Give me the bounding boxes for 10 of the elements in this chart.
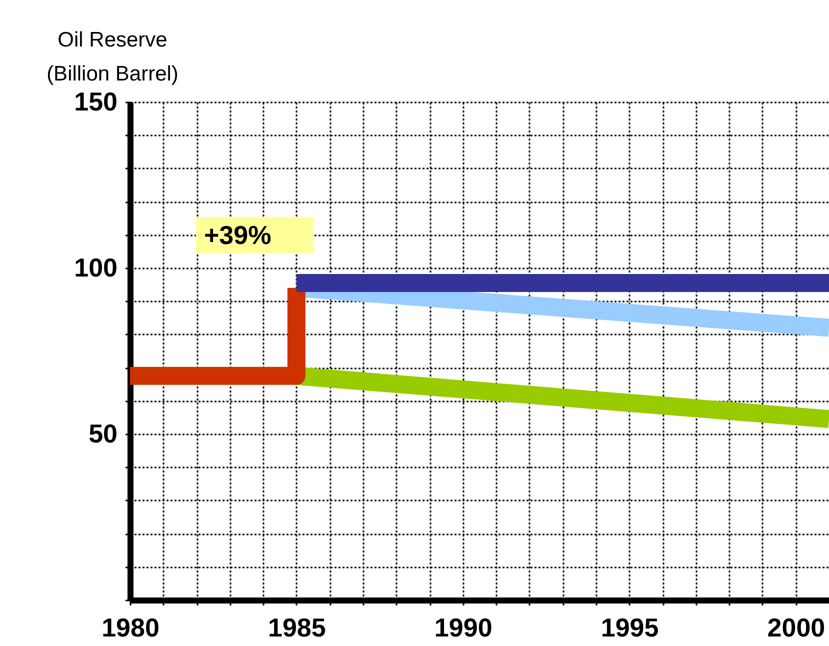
x-tick-label: 1995 <box>600 612 659 642</box>
x-tick-label: 1990 <box>434 612 492 642</box>
y-tick-label: 150 <box>74 86 118 116</box>
y-tick-label: 100 <box>74 252 118 282</box>
x-tick-label: 2000 <box>767 612 826 642</box>
x-tick-label: 1985 <box>268 612 326 642</box>
y-tick-label: 50 <box>88 418 118 448</box>
annotation: +39% <box>204 220 272 250</box>
x-tick-label: 1980 <box>102 612 160 642</box>
y-axis-title: Oil Reserve (Billion Barrel) <box>46 28 178 86</box>
